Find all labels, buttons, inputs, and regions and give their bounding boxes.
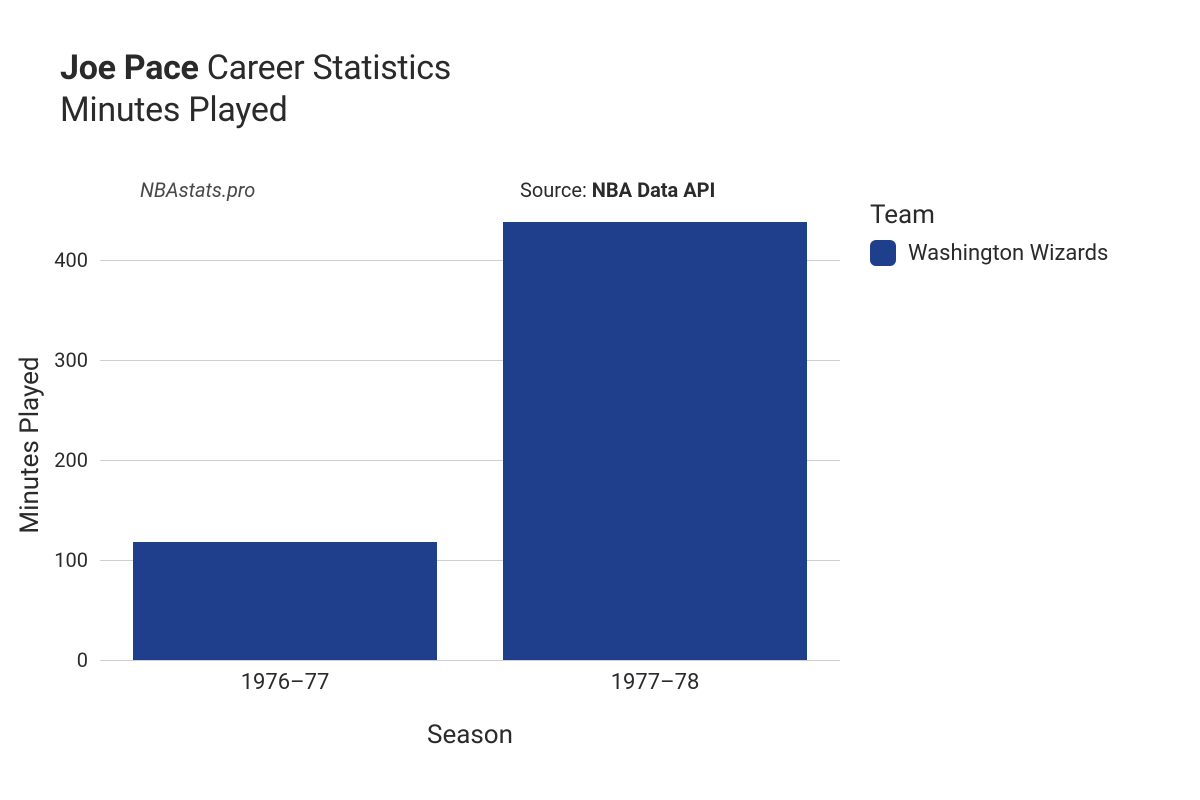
source-name: NBA Data API	[592, 178, 716, 202]
y-axis-label: Minutes Played	[15, 356, 45, 533]
chart-container: Joe Pace Career Statistics Minutes Playe…	[0, 0, 1200, 800]
title-line-1: Joe Pace Career Statistics	[60, 48, 451, 88]
x-tick-label: 1977–78	[611, 670, 700, 695]
y-tick-label: 100	[28, 548, 88, 572]
bar	[503, 222, 806, 660]
y-tick-label: 0	[28, 648, 88, 672]
legend-label: Washington Wizards	[908, 241, 1108, 266]
legend: Team Washington Wizards	[870, 200, 1108, 266]
watermark-text: NBAstats.pro	[140, 178, 255, 202]
y-tick-label: 400	[28, 248, 88, 272]
title-block: Joe Pace Career Statistics Minutes Playe…	[60, 48, 451, 130]
bar	[133, 542, 436, 660]
y-tick-label: 200	[28, 448, 88, 472]
legend-item: Washington Wizards	[870, 240, 1108, 266]
y-tick-label: 300	[28, 348, 88, 372]
legend-items: Washington Wizards	[870, 240, 1108, 266]
title-subtitle: Minutes Played	[60, 90, 451, 130]
player-name: Joe Pace	[60, 48, 199, 88]
source-prefix: Source:	[520, 178, 592, 202]
legend-title: Team	[870, 200, 1108, 230]
x-axis-label: Season	[427, 720, 513, 750]
legend-swatch	[870, 240, 896, 266]
x-tick-label: 1976–77	[241, 670, 330, 695]
bars-group	[100, 200, 840, 660]
gridline	[100, 660, 840, 661]
source-text: Source: NBA Data API	[520, 178, 715, 202]
plot-area: Minutes Played Season 01002003004001976–…	[100, 200, 840, 660]
title-suffix: Career Statistics	[207, 48, 451, 88]
